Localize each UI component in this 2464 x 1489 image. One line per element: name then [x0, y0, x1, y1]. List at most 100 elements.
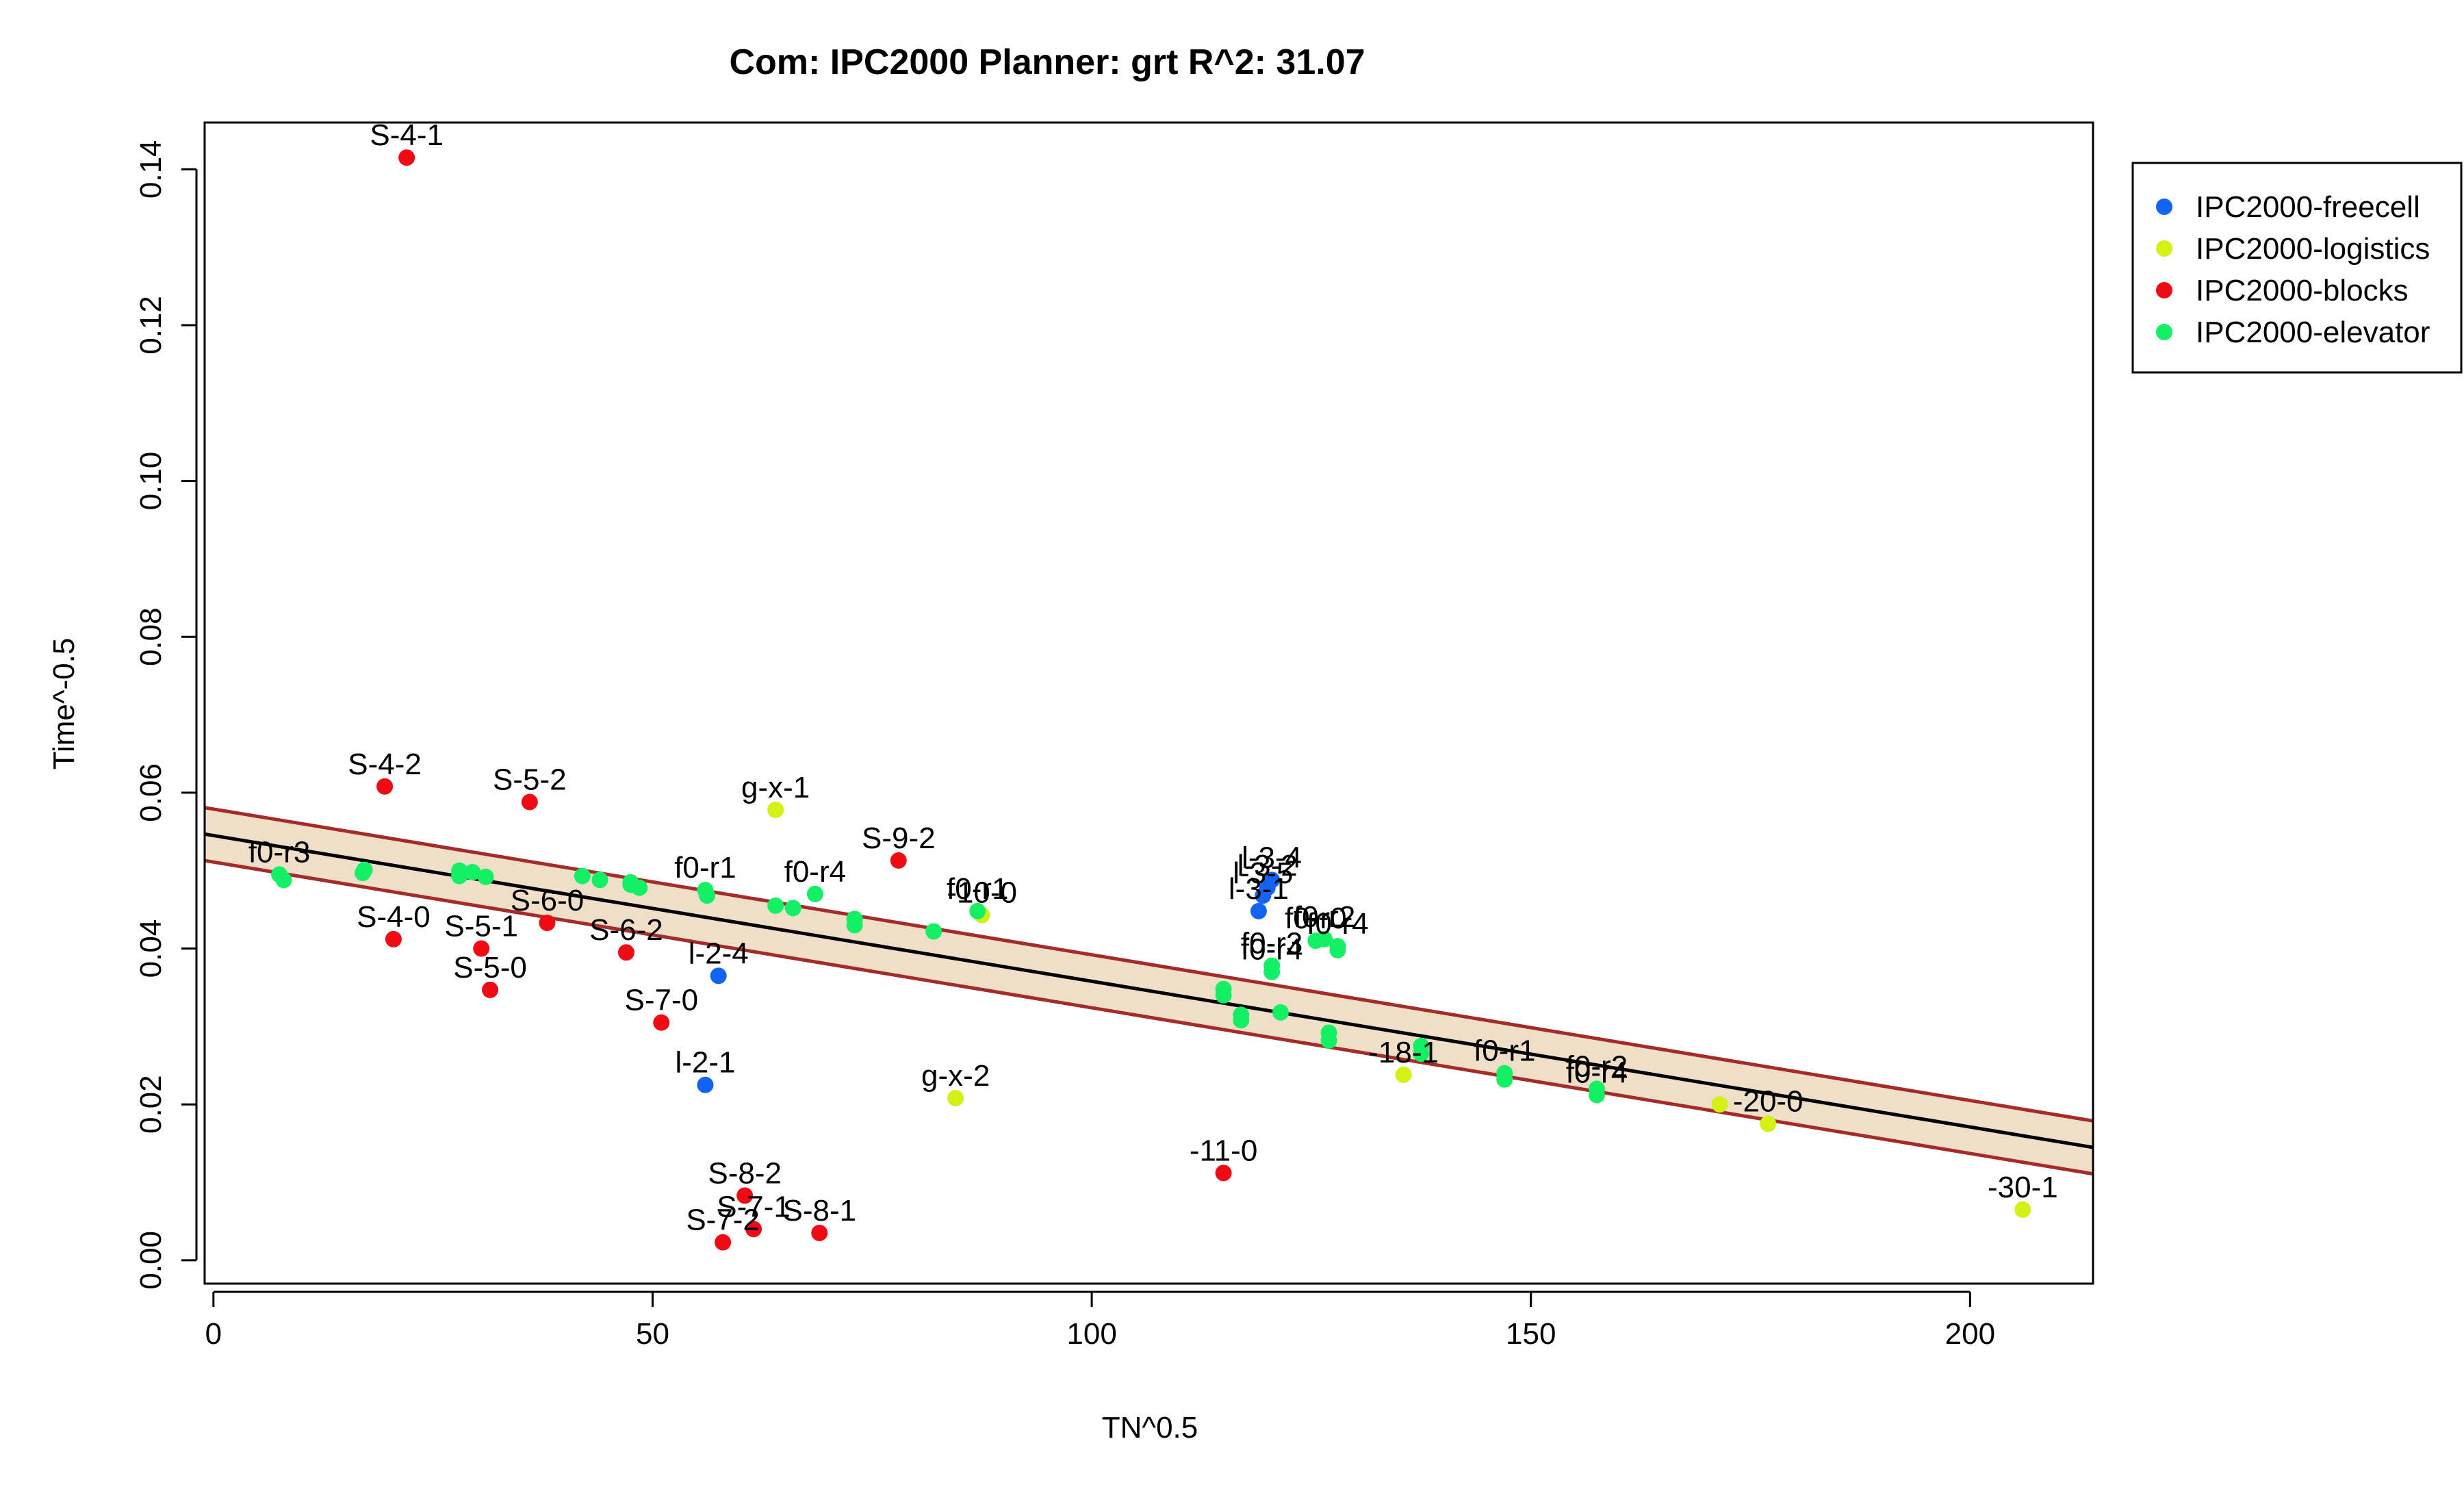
data-point: [969, 902, 986, 919]
data-point-label: S-8-2: [708, 1156, 782, 1190]
data-point-label: S-5-2: [493, 763, 567, 797]
data-point-label: f0-r1: [947, 872, 1008, 906]
data-point: [699, 887, 716, 904]
data-point-label: S-5-0: [453, 951, 527, 984]
y-tick-label: 0.10: [134, 452, 168, 511]
y-axis: 0.00 0.02 0.04 0.06 0.08 0.10 0.12 0.14: [134, 140, 198, 1290]
data-points: [271, 149, 2031, 1251]
data-point-label: f0-r1: [1474, 1034, 1535, 1068]
x-tick-label: 100: [1066, 1317, 1116, 1351]
legend-marker: [2156, 199, 2172, 215]
x-tick-label: 50: [636, 1317, 669, 1351]
data-point: [539, 914, 556, 931]
data-point: [653, 1014, 670, 1031]
data-point: [574, 867, 591, 885]
data-point: [385, 930, 402, 947]
legend-label: IPC2000-logistics: [2196, 232, 2430, 266]
chart-title: Com: IPC2000 Planner: grt R^2: 31.07: [729, 42, 1365, 82]
band-lower-edge: [205, 858, 2093, 1176]
data-point-label: f0-r4: [784, 855, 846, 889]
y-tick-label: 0.08: [134, 607, 168, 666]
y-tick-label: 0.14: [134, 140, 168, 199]
data-point: [736, 1187, 754, 1204]
data-point-label: l-3-4: [1242, 841, 1302, 874]
data-point-label: l-3-2: [1237, 849, 1298, 882]
data-point: [1711, 1096, 1728, 1113]
data-point-label: -11-0: [1190, 1134, 1257, 1167]
data-point-label: S-7-1: [717, 1190, 791, 1223]
data-point-label: l-3-1: [1229, 872, 1289, 906]
data-point: [1413, 1045, 1430, 1062]
legend-marker: [2156, 240, 2172, 257]
data-point-label: -10-0: [947, 876, 1017, 910]
data-point: [745, 1221, 762, 1238]
legend: IPC2000-freecell IPC2000-logistics IPC2000…: [2131, 162, 2463, 374]
y-tick-label: 0.12: [134, 296, 168, 355]
data-point-label: f0-r2: [1294, 900, 1355, 934]
data-point: [715, 1234, 732, 1251]
data-point-label: f0-r1: [674, 851, 736, 885]
legend-label: IPC2000-elevator: [2196, 316, 2430, 349]
data-point: [622, 876, 639, 893]
data-point-label: S-6-0: [511, 884, 585, 917]
data-point: [1496, 1071, 1513, 1088]
data-point-label: g-x-1: [741, 771, 810, 804]
data-point: [947, 1090, 964, 1107]
data-point: [697, 1076, 714, 1093]
point-labels: l-2-4 l-2-1 l-3-1l-3-5l-3-2l-3-4 g-x-1 -10-0…: [248, 118, 2058, 1236]
data-point: [617, 944, 634, 961]
data-point-label: S-9-2: [862, 822, 936, 855]
x-axis-label: TN^0.5: [1102, 1411, 1198, 1445]
data-point: [477, 868, 494, 885]
data-point: [1250, 902, 1267, 919]
y-tick-label: 0.00: [134, 1231, 168, 1290]
data-point: [1272, 1004, 1289, 1021]
data-point: [1215, 1165, 1232, 1182]
plot-frame: [203, 121, 2094, 1285]
data-point: [1320, 1032, 1337, 1049]
y-axis-label: Time^-0.5: [47, 638, 81, 770]
data-point: [1233, 1012, 1250, 1029]
y-tick-label: 0.04: [134, 919, 168, 978]
data-point-label: g-x-2: [921, 1059, 990, 1093]
data-point-label: f0-r3: [1241, 927, 1302, 960]
data-point: [2014, 1201, 2031, 1218]
data-point: [710, 967, 727, 984]
data-point-label: f0-r4: [1241, 933, 1302, 967]
data-point: [356, 861, 373, 878]
data-point: [451, 862, 468, 879]
data-point-label: f0-r0: [1285, 902, 1346, 935]
data-point: [1263, 963, 1281, 980]
data-point: [1329, 941, 1346, 958]
data-point: [811, 1225, 828, 1242]
legend-marker: [2156, 282, 2172, 298]
data-point: [784, 900, 801, 917]
legend-label: IPC2000-freecell: [2196, 190, 2420, 224]
data-point-label: S-6-2: [589, 913, 663, 947]
x-tick-label: 150: [1506, 1317, 1556, 1351]
y-tick-label: 0.02: [134, 1075, 168, 1134]
data-point-label: f0-r4: [1566, 1056, 1628, 1090]
regression-line: [205, 832, 2093, 1149]
legend-box: [2131, 162, 2463, 374]
x-tick-label: 200: [1945, 1317, 1995, 1351]
data-point: [398, 149, 415, 166]
data-point: [767, 897, 784, 914]
data-point-label: S-4-0: [357, 900, 431, 934]
data-point: [473, 940, 490, 957]
data-point-label: -20-0: [1733, 1085, 1804, 1119]
x-axis: 0 50 100 150 200: [205, 1290, 1995, 1351]
data-point: [275, 871, 292, 889]
data-point: [376, 778, 394, 795]
data-point: [482, 981, 499, 998]
band-upper-edge: [205, 806, 2093, 1123]
data-point-label: l-2-4: [689, 937, 749, 970]
data-point: [1316, 930, 1333, 947]
legend-label: IPC2000-blocks: [2196, 274, 2409, 307]
data-point: [591, 871, 608, 889]
data-point: [890, 852, 907, 869]
data-point-label: S-7-2: [686, 1204, 760, 1237]
data-point-label: S-7-0: [624, 984, 698, 1017]
data-point: [1215, 987, 1232, 1004]
